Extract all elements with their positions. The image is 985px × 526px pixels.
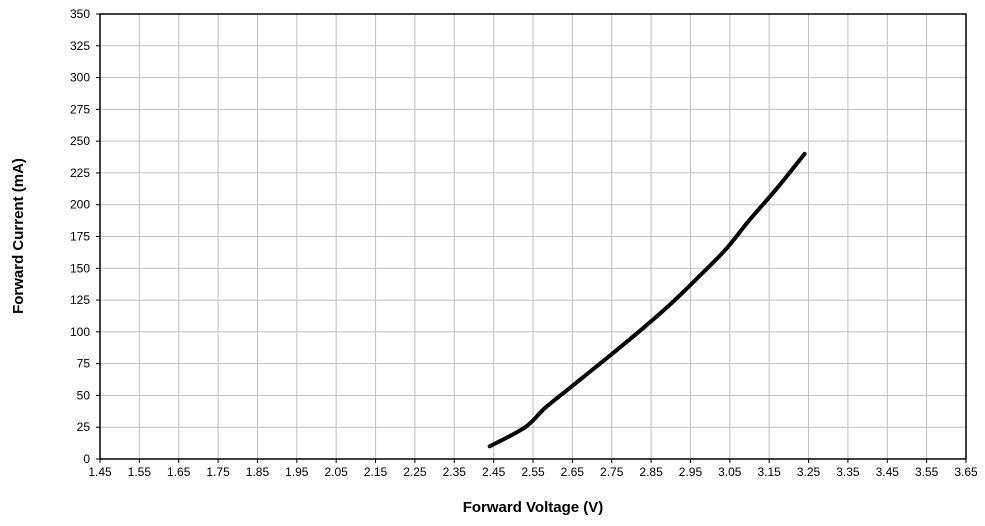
data-point	[489, 445, 491, 447]
y-tick-label: 225	[70, 166, 90, 180]
x-tick-label: 1.65	[167, 465, 191, 479]
x-tick-label: 1.45	[88, 465, 112, 479]
y-axis-tick-labels: 0 25 50 75 100 125 150 175 200 225 250 275 300 325 350	[70, 7, 90, 466]
x-tick-label: 1.85	[246, 465, 270, 479]
data-point	[697, 276, 699, 278]
x-tick-label: 2.45	[482, 465, 506, 479]
data-point	[642, 327, 644, 329]
y-tick-label: 275	[70, 102, 90, 116]
data-point	[776, 187, 778, 189]
x-tick-label: 2.65	[561, 465, 585, 479]
data-point	[725, 248, 727, 250]
x-axis-title: Forward Voltage (V)	[463, 499, 604, 516]
y-axis-title: Forward Current (mA)	[10, 158, 27, 314]
x-axis-tick-labels: 1.45 1.55 1.65 1.75 1.85 1.95 2.05 2.15 2.25 2.35…	[88, 465, 978, 479]
x-tick-label: 3.15	[758, 465, 782, 479]
data-point	[670, 303, 672, 305]
x-tick-label: 2.75	[600, 465, 624, 479]
y-tick-label: 0	[83, 452, 90, 466]
y-tick-label: 350	[70, 7, 90, 21]
data-point	[749, 219, 750, 221]
series-layer	[487, 151, 807, 449]
x-tick-label: 3.55	[915, 465, 939, 479]
y-tick-label: 200	[70, 198, 90, 212]
x-tick-label: 1.95	[285, 465, 309, 479]
x-tick-label: 2.55	[521, 465, 545, 479]
data-point	[544, 407, 546, 409]
x-tick-label: 3.05	[718, 465, 742, 479]
data-point	[591, 369, 593, 371]
x-tick-label: 3.25	[797, 465, 821, 479]
x-tick-label: 1.75	[206, 465, 230, 479]
y-tick-label: 75	[77, 357, 91, 371]
x-tick-label: 1.55	[128, 465, 152, 479]
x-tick-label: 2.35	[443, 465, 467, 479]
x-tick-label: 2.85	[639, 465, 663, 479]
data-point	[524, 426, 526, 428]
y-tick-label: 125	[70, 293, 90, 307]
y-tick-label: 325	[70, 39, 90, 53]
y-tick-label: 100	[70, 325, 90, 339]
x-tick-label: 2.25	[403, 465, 427, 479]
data-point	[567, 388, 569, 390]
y-tick-label: 250	[70, 134, 90, 148]
x-tick-label: 2.05	[325, 465, 349, 479]
data-point	[615, 350, 617, 352]
y-tick-label: 25	[77, 420, 91, 434]
x-tick-label: 3.65	[954, 465, 978, 479]
y-tick-label: 175	[70, 230, 90, 244]
y-tick-label: 150	[70, 261, 90, 275]
y-tick-label: 50	[77, 388, 91, 402]
grid	[96, 13, 967, 463]
data-point	[804, 153, 806, 155]
x-tick-label: 3.45	[876, 465, 900, 479]
plot-area-frame	[99, 13, 967, 460]
x-tick-label: 2.15	[364, 465, 388, 479]
x-tick-label: 2.95	[679, 465, 703, 479]
x-tick-label: 3.35	[836, 465, 860, 479]
y-tick-label: 300	[70, 71, 90, 85]
